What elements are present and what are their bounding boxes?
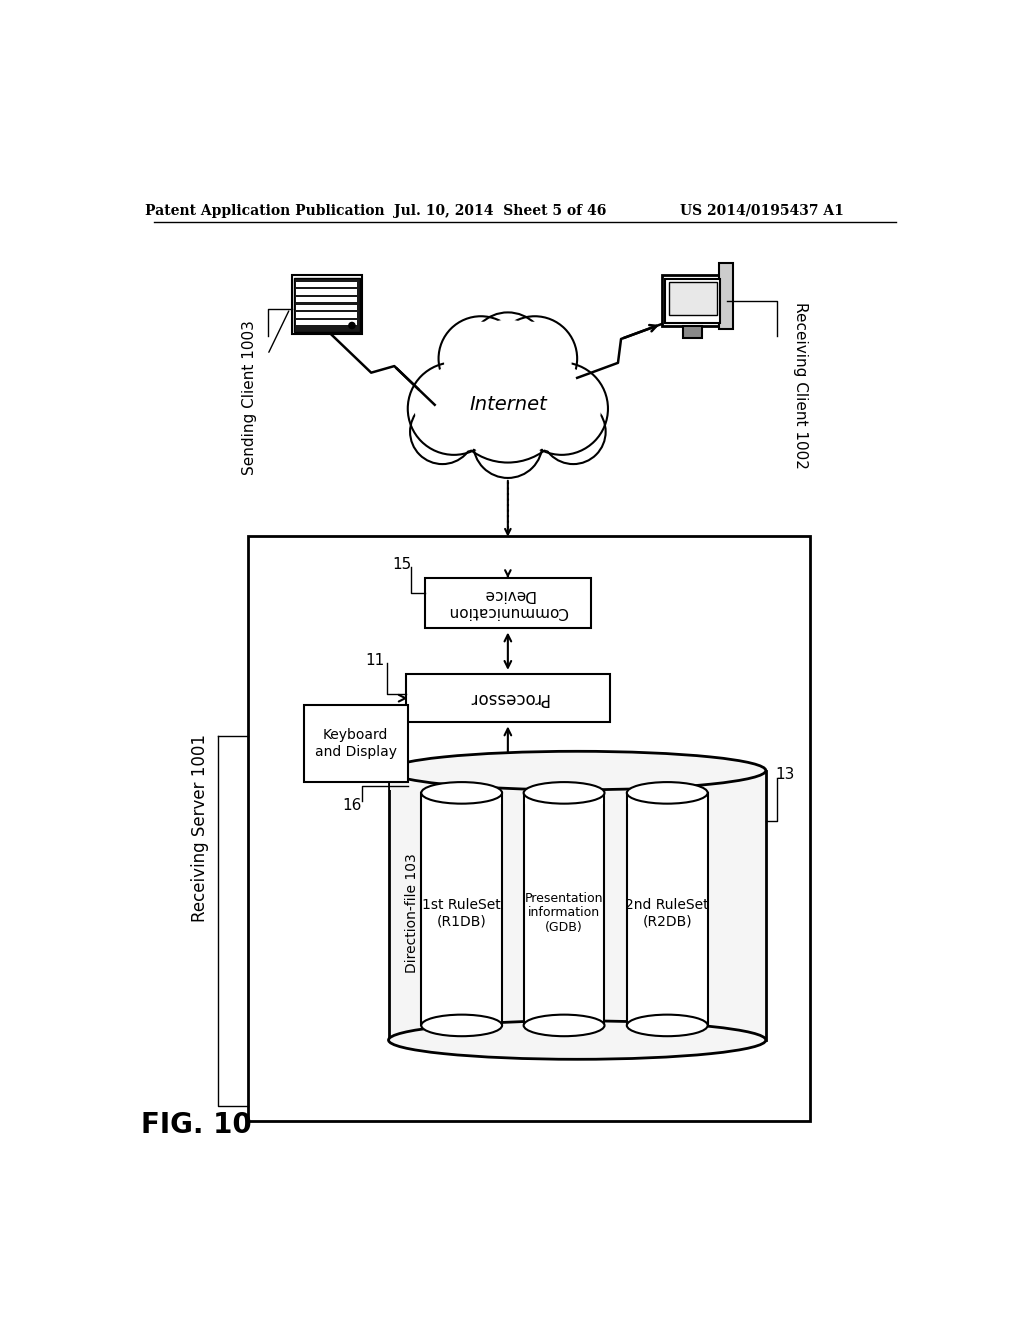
Circle shape <box>469 313 547 389</box>
Circle shape <box>494 322 571 400</box>
Bar <box>629 793 707 804</box>
Circle shape <box>493 317 578 401</box>
Text: Receiving Server 1001: Receiving Server 1001 <box>190 734 209 923</box>
Circle shape <box>515 367 600 451</box>
Text: 13: 13 <box>775 767 795 781</box>
Bar <box>523 793 604 1026</box>
Text: FIG. 10: FIG. 10 <box>140 1110 251 1139</box>
Ellipse shape <box>523 1015 604 1036</box>
Bar <box>421 793 502 1026</box>
Circle shape <box>473 409 543 478</box>
Bar <box>304 705 408 781</box>
Text: Jul. 10, 2014  Sheet 5 of 46: Jul. 10, 2014 Sheet 5 of 46 <box>394 203 606 218</box>
Circle shape <box>515 363 608 455</box>
Text: US 2014/0195437 A1: US 2014/0195437 A1 <box>680 203 844 218</box>
Bar <box>297 305 357 310</box>
Text: 2nd RuleSet
(R2DB): 2nd RuleSet (R2DB) <box>626 898 709 928</box>
Text: Sending Client 1003: Sending Client 1003 <box>243 319 257 474</box>
Bar <box>627 793 708 1026</box>
Ellipse shape <box>627 781 708 804</box>
Bar <box>665 279 720 323</box>
Bar <box>292 276 361 334</box>
Ellipse shape <box>523 781 604 804</box>
Text: Presentation
information
(GDB): Presentation information (GDB) <box>525 891 603 935</box>
Ellipse shape <box>421 781 502 804</box>
Text: Direction-file 103: Direction-file 103 <box>404 853 419 973</box>
Circle shape <box>444 322 521 400</box>
Bar <box>669 282 717 315</box>
Ellipse shape <box>627 1015 708 1036</box>
Bar <box>423 793 501 804</box>
Ellipse shape <box>421 1015 502 1036</box>
Text: 11: 11 <box>366 653 385 668</box>
Circle shape <box>408 363 500 455</box>
Ellipse shape <box>388 1020 766 1059</box>
Bar <box>683 326 701 338</box>
Bar <box>294 277 359 331</box>
Bar <box>525 793 603 804</box>
Bar <box>248 536 810 1121</box>
Bar <box>297 281 357 286</box>
FancyBboxPatch shape <box>388 771 766 1040</box>
Circle shape <box>416 367 500 451</box>
Text: Patent Application Publication: Patent Application Publication <box>145 203 385 218</box>
Bar <box>390 771 764 789</box>
Text: Communication
Device: Communication Device <box>447 587 568 619</box>
Bar <box>297 297 357 302</box>
Text: Processor: Processor <box>468 689 548 708</box>
Circle shape <box>446 339 569 462</box>
Bar <box>425 578 591 628</box>
Circle shape <box>438 317 523 401</box>
Bar <box>406 675 610 722</box>
Ellipse shape <box>388 751 766 789</box>
Text: Receiving Client 1002: Receiving Client 1002 <box>793 302 808 469</box>
Bar <box>662 276 724 326</box>
Text: Internet: Internet <box>469 395 547 414</box>
Text: 16: 16 <box>342 797 361 813</box>
Text: 15: 15 <box>392 557 412 572</box>
Circle shape <box>451 343 565 459</box>
Bar <box>297 321 357 326</box>
Bar <box>719 263 733 330</box>
Bar <box>297 289 357 294</box>
Text: 1st RuleSet
(R1DB): 1st RuleSet (R1DB) <box>422 898 501 928</box>
Circle shape <box>410 400 475 465</box>
Circle shape <box>473 321 543 389</box>
Text: Keyboard
and Display: Keyboard and Display <box>314 729 396 759</box>
Circle shape <box>349 322 355 329</box>
Bar <box>297 313 357 318</box>
Circle shape <box>541 400 605 465</box>
